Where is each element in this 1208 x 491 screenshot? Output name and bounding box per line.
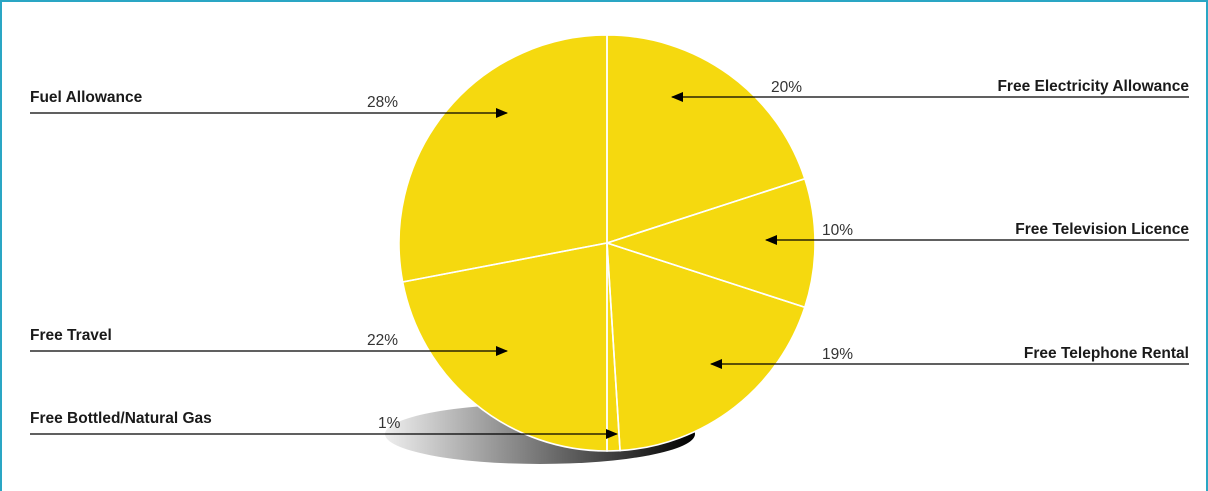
pct-free-telephone-rental: 19%	[822, 346, 853, 363]
label-free-telephone-rental: Free Telephone Rental	[1024, 345, 1189, 362]
pct-free-travel: 22%	[367, 332, 398, 349]
pie-labels: Free Electricity Allowance 20% Free Televi…	[30, 78, 1189, 439]
pie-slice-free-travel	[401, 242, 608, 452]
label-fuel-allowance: Fuel Allowance	[30, 89, 143, 106]
pie-slice-free-electricity-allowance	[606, 34, 806, 245]
label-free-television-licence: Free Television Licence	[1015, 221, 1189, 238]
pct-free-television-licence: 10%	[822, 222, 853, 239]
pct-free-electricity-allowance: 20%	[771, 79, 802, 96]
pie-slice-fuel-allowance	[398, 34, 608, 283]
label-free-bottled-natural-gas: Free Bottled/Natural Gas	[30, 410, 212, 427]
pie-slice-free-television-licence	[604, 177, 816, 309]
pct-free-bottled-natural-gas: 1%	[378, 415, 401, 432]
pie-slice-free-telephone-rental	[606, 241, 806, 452]
label-free-travel: Free Travel	[30, 327, 112, 344]
label-free-electricity-allowance: Free Electricity Allowance	[997, 78, 1189, 95]
pct-fuel-allowance: 28%	[367, 94, 398, 111]
